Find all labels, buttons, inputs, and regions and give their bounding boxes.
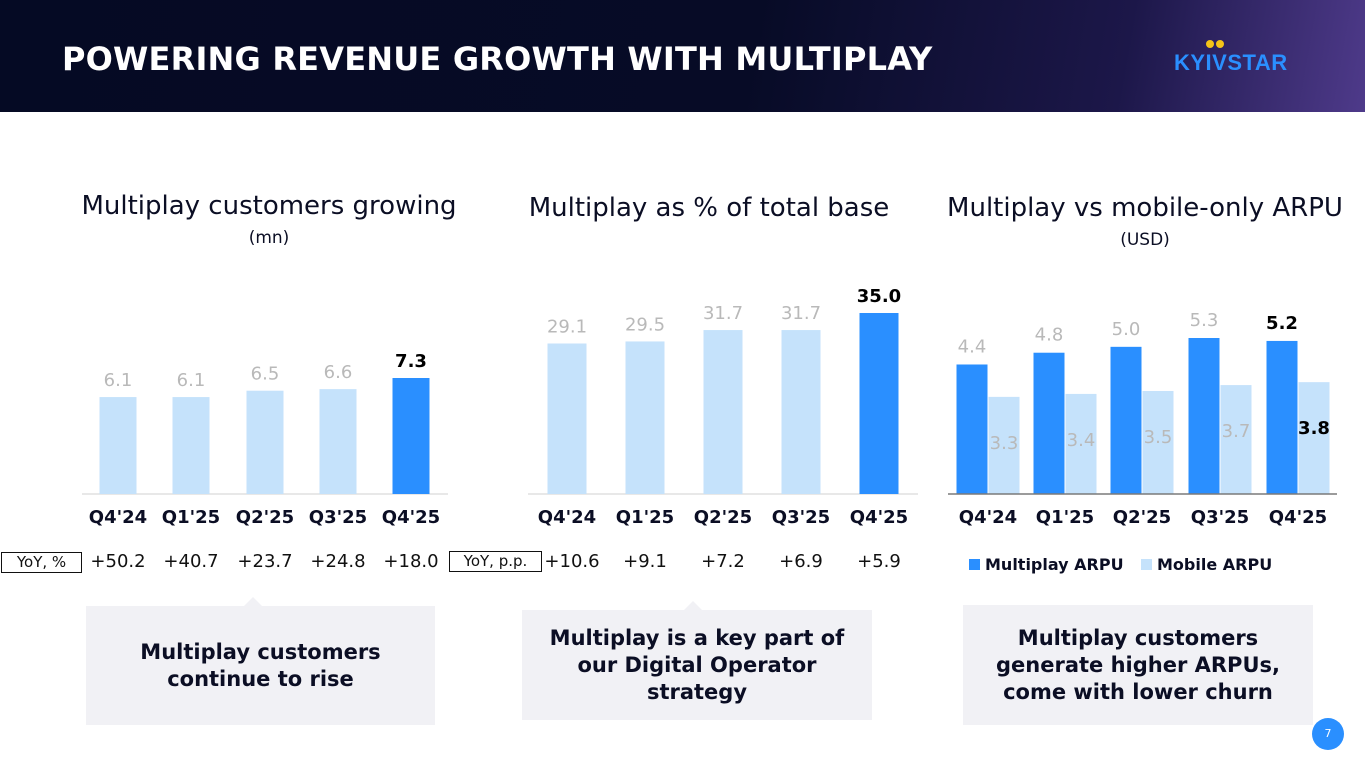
x-tick-label: Q1'25 (162, 507, 220, 528)
bar-value-label: 7.3 (395, 351, 427, 372)
callout-customers: Multiplay customers continue to rise (86, 606, 435, 725)
yoy-label-customers: YoY, % (1, 552, 82, 573)
x-tick-label: Q4'25 (1269, 507, 1327, 528)
bar-value-label: 6.1 (104, 370, 133, 391)
x-tick-label: Q2'25 (236, 507, 294, 528)
bar (625, 341, 665, 494)
callout-pointer (244, 597, 262, 606)
bar-value-label: 3.7 (1222, 421, 1251, 442)
bar (859, 313, 899, 494)
legend-label-multiplay: Multiplay ARPU (985, 555, 1124, 574)
legend-multiplay: Multiplay ARPU (969, 555, 1124, 574)
callout-line: generate higher ARPUs, (996, 652, 1280, 677)
logo-dot (1206, 40, 1214, 48)
bar-value-label: 5.3 (1190, 310, 1219, 331)
bar-value-label: 29.1 (547, 317, 587, 338)
legend-swatch-mobile (1141, 559, 1152, 570)
x-tick-label: Q1'25 (616, 507, 674, 528)
bar-mobile (1142, 390, 1174, 494)
bar-value-label: 35.0 (857, 286, 901, 307)
x-tick-label: Q1'25 (1036, 507, 1094, 528)
bar (172, 397, 210, 494)
legend-swatch-multiplay (969, 559, 980, 570)
bar (246, 390, 284, 494)
callout-pointer (684, 601, 702, 610)
yoy-label-share: YoY, p.p. (449, 551, 542, 572)
callout-line: Multiplay is a key part of (549, 625, 845, 650)
yoy-value: +9.1 (623, 551, 667, 572)
x-tick-label: Q4'25 (382, 507, 440, 528)
bar-multiplay (1110, 346, 1142, 494)
x-tick-label: Q4'24 (89, 507, 147, 528)
bar-value-label: 5.2 (1266, 313, 1298, 334)
bar-value-label: 6.1 (177, 370, 206, 391)
bar (547, 343, 587, 494)
header-banner: POWERING REVENUE GROWTH WITH MULTIPLAY K… (0, 0, 1365, 112)
bar-value-label: 29.5 (625, 314, 665, 335)
bar (319, 389, 357, 494)
x-tick-label: Q3'25 (309, 507, 367, 528)
panel-subtitle-arpu: (USD) (1120, 230, 1170, 250)
x-tick-label: Q2'25 (1113, 507, 1171, 528)
bar-multiplay (1033, 352, 1065, 494)
bar-mobile (1298, 382, 1330, 494)
panel-title-arpu: Multiplay vs mobile-only ARPU (947, 193, 1343, 223)
bar-mobile (1220, 385, 1252, 494)
panel-title-share: Multiplay as % of total base (528, 193, 890, 223)
bar-mobile (988, 396, 1020, 494)
yoy-value: +23.7 (237, 551, 293, 572)
callout-line: Multiplay customers (140, 639, 381, 664)
yoy-value: +24.8 (310, 551, 366, 572)
x-tick-label: Q3'25 (772, 507, 830, 528)
panel-subtitle-customers: (mn) (248, 228, 290, 248)
bar-value-label: 31.7 (781, 303, 821, 324)
callout-line: continue to rise (167, 666, 354, 691)
bar-multiplay (1266, 340, 1298, 494)
bar-value-label: 4.4 (958, 336, 987, 357)
yoy-value: +40.7 (163, 551, 219, 572)
bar-multiplay (1188, 338, 1220, 494)
x-tick-label: Q4'25 (850, 507, 908, 528)
legend-mobile: Mobile ARPU (1141, 555, 1272, 574)
x-tick-label: Q3'25 (1191, 507, 1249, 528)
callout-arpu: Multiplay customers generate higher ARPU… (963, 605, 1313, 725)
bar-value-label: 5.0 (1112, 319, 1141, 340)
bar-value-label: 4.8 (1035, 325, 1064, 346)
panel-title-customers: Multiplay customers growing (81, 191, 457, 221)
bar (781, 330, 821, 494)
bar-mobile (1065, 393, 1097, 494)
callout-line: strategy (646, 679, 748, 704)
callout-share: Multiplay is a key part of our Digital O… (522, 610, 872, 720)
logo-dot (1216, 40, 1224, 48)
yoy-value: +7.2 (701, 551, 745, 572)
logo-text: KYIVSTAR (1174, 50, 1288, 75)
callout-line: our Digital Operator (577, 652, 817, 677)
page-title: POWERING REVENUE GROWTH WITH MULTIPLAY (62, 40, 933, 78)
bar (99, 397, 137, 494)
yoy-value: +18.0 (383, 551, 439, 572)
callout-line: Multiplay customers (1017, 625, 1259, 650)
callout-line: come with lower churn (1003, 679, 1273, 704)
bar-value-label: 3.4 (1067, 430, 1096, 451)
bar-value-label: 3.8 (1298, 418, 1330, 439)
bar-value-label: 6.5 (251, 364, 280, 385)
x-tick-label: Q4'24 (538, 507, 596, 528)
bar (703, 330, 743, 494)
x-tick-label: Q4'24 (959, 507, 1017, 528)
bar-value-label: 6.6 (324, 362, 353, 383)
bar-value-label: 31.7 (703, 303, 743, 324)
legend-label-mobile: Mobile ARPU (1157, 555, 1273, 574)
yoy-value: +5.9 (857, 551, 901, 572)
yoy-value: +50.2 (90, 551, 146, 572)
bar (392, 378, 430, 494)
bar-value-label: 3.5 (1144, 427, 1173, 448)
x-tick-label: Q2'25 (694, 507, 752, 528)
bar-multiplay (956, 364, 988, 494)
yoy-value: +6.9 (779, 551, 823, 572)
bar-value-label: 3.3 (990, 433, 1019, 454)
page-number: 7 (1312, 718, 1344, 750)
yoy-value: +10.6 (544, 551, 600, 572)
